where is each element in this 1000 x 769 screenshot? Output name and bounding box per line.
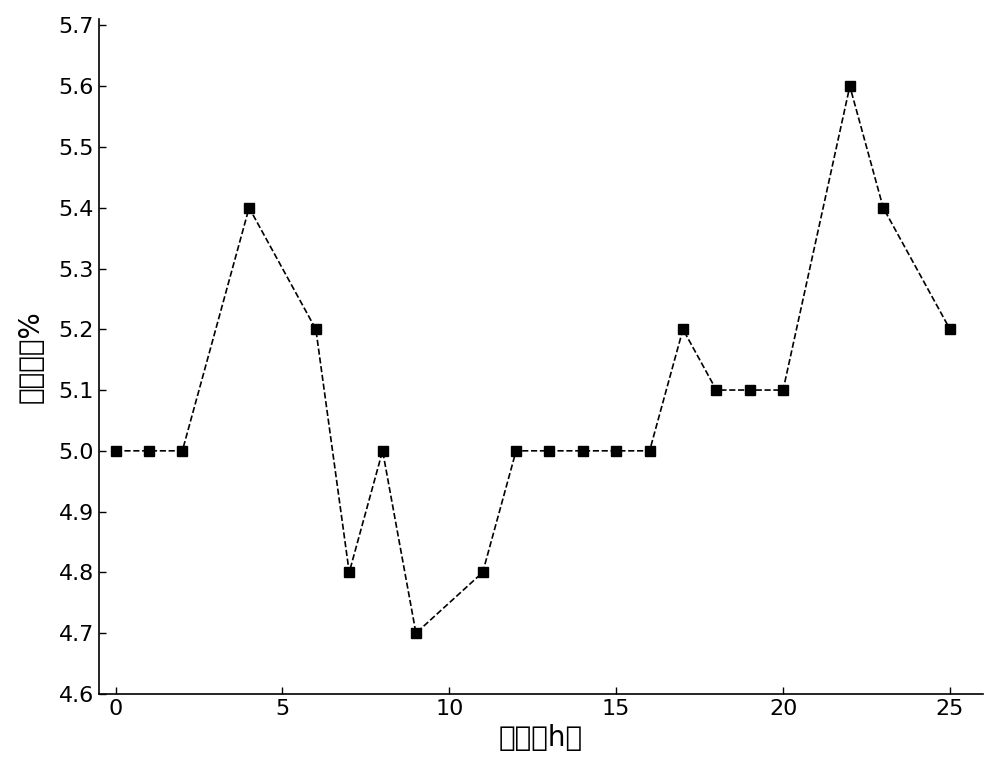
X-axis label: 时间（h）: 时间（h） [499, 724, 583, 752]
Y-axis label: 残糖数値%: 残糖数値% [17, 310, 45, 403]
